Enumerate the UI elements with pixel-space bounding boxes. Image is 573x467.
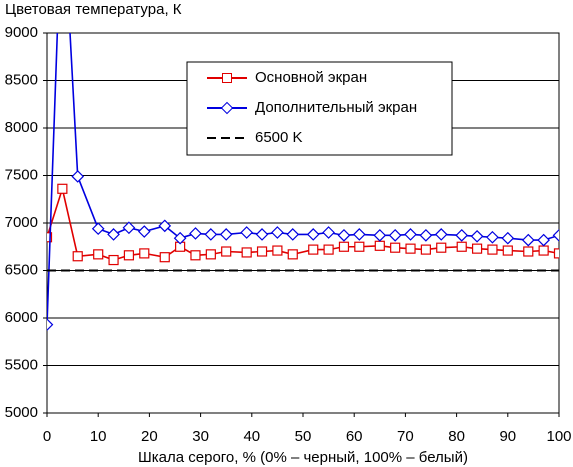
series-line xyxy=(47,185,559,261)
marker xyxy=(205,249,216,260)
marker xyxy=(286,228,300,241)
legend-label: Основной экран xyxy=(255,69,367,86)
y-tick-label: 8500 xyxy=(5,71,38,88)
marker xyxy=(388,229,402,242)
marker xyxy=(352,228,366,241)
marker xyxy=(434,228,448,241)
marker xyxy=(158,219,172,233)
marker xyxy=(420,244,431,255)
marker xyxy=(189,227,202,240)
marker xyxy=(501,231,515,245)
x-tick-label: 10 xyxy=(90,428,107,445)
y-tick-label: 7500 xyxy=(5,166,38,183)
marker xyxy=(502,245,513,256)
marker xyxy=(240,226,254,239)
y-tick-label: 7000 xyxy=(5,214,38,231)
marker xyxy=(107,228,120,241)
marker xyxy=(271,226,284,239)
marker xyxy=(137,225,151,238)
marker xyxy=(456,241,467,252)
marker xyxy=(322,226,335,239)
x-tick-label: 60 xyxy=(346,428,363,445)
marker xyxy=(552,229,559,242)
marker xyxy=(390,242,401,253)
marker xyxy=(337,229,351,242)
marker xyxy=(537,233,550,247)
marker xyxy=(419,229,433,242)
legend-label: 6500 K xyxy=(255,129,303,146)
x-axis-label: Шкала серого, % (0% – черный, 100% – бел… xyxy=(138,449,468,466)
marker xyxy=(47,232,53,243)
marker xyxy=(108,254,119,266)
x-tick-label: 100 xyxy=(546,428,571,445)
x-tick-label: 80 xyxy=(448,428,465,445)
y-tick-label: 6000 xyxy=(5,309,38,326)
marker xyxy=(374,240,385,251)
chart-title: Цветовая температура, К xyxy=(5,1,182,18)
series-line xyxy=(47,33,559,325)
marker xyxy=(471,243,483,254)
marker xyxy=(91,222,105,236)
y-tick-label: 6500 xyxy=(5,261,38,278)
x-tick-label: 40 xyxy=(243,428,260,445)
marker xyxy=(204,228,218,241)
marker xyxy=(538,245,549,256)
marker xyxy=(436,242,447,253)
marker xyxy=(122,221,136,235)
plot-frame xyxy=(46,32,560,414)
marker xyxy=(308,244,319,255)
marker xyxy=(256,246,268,257)
x-tick-label: 20 xyxy=(141,428,158,445)
y-tick-label: 5500 xyxy=(5,356,38,373)
legend-marker xyxy=(222,73,232,83)
marker xyxy=(57,183,68,194)
marker xyxy=(553,248,559,259)
x-tick-label: 0 xyxy=(43,428,51,445)
marker xyxy=(523,246,534,257)
marker xyxy=(338,241,350,252)
marker xyxy=(190,250,201,261)
y-tick-label: 9000 xyxy=(5,24,38,41)
marker xyxy=(72,251,83,262)
marker xyxy=(159,252,170,263)
marker xyxy=(354,241,365,252)
marker xyxy=(405,243,416,254)
marker xyxy=(255,228,269,241)
marker xyxy=(219,228,233,241)
marker xyxy=(71,170,85,183)
legend-marker xyxy=(220,101,234,115)
marker xyxy=(47,318,54,331)
marker xyxy=(221,246,232,257)
marker xyxy=(272,245,283,256)
marker xyxy=(470,229,484,243)
legend-label: Дополнительный экран xyxy=(255,99,417,116)
marker xyxy=(486,230,499,244)
x-tick-label: 70 xyxy=(397,428,414,445)
marker xyxy=(139,248,150,259)
marker xyxy=(404,228,417,241)
marker xyxy=(487,244,498,255)
marker xyxy=(306,228,320,241)
marker xyxy=(123,250,135,261)
x-tick-label: 90 xyxy=(499,428,516,445)
marker xyxy=(455,229,469,242)
x-tick-label: 50 xyxy=(295,428,312,445)
marker xyxy=(373,229,387,242)
marker xyxy=(241,247,252,258)
y-tick-label: 8000 xyxy=(5,119,38,136)
y-tick-label: 5000 xyxy=(5,404,38,421)
x-tick-label: 30 xyxy=(192,428,209,445)
plot-area xyxy=(47,33,559,331)
marker xyxy=(173,231,187,245)
marker xyxy=(93,249,104,260)
marker xyxy=(323,244,334,255)
marker xyxy=(287,249,298,260)
marker xyxy=(521,233,535,247)
